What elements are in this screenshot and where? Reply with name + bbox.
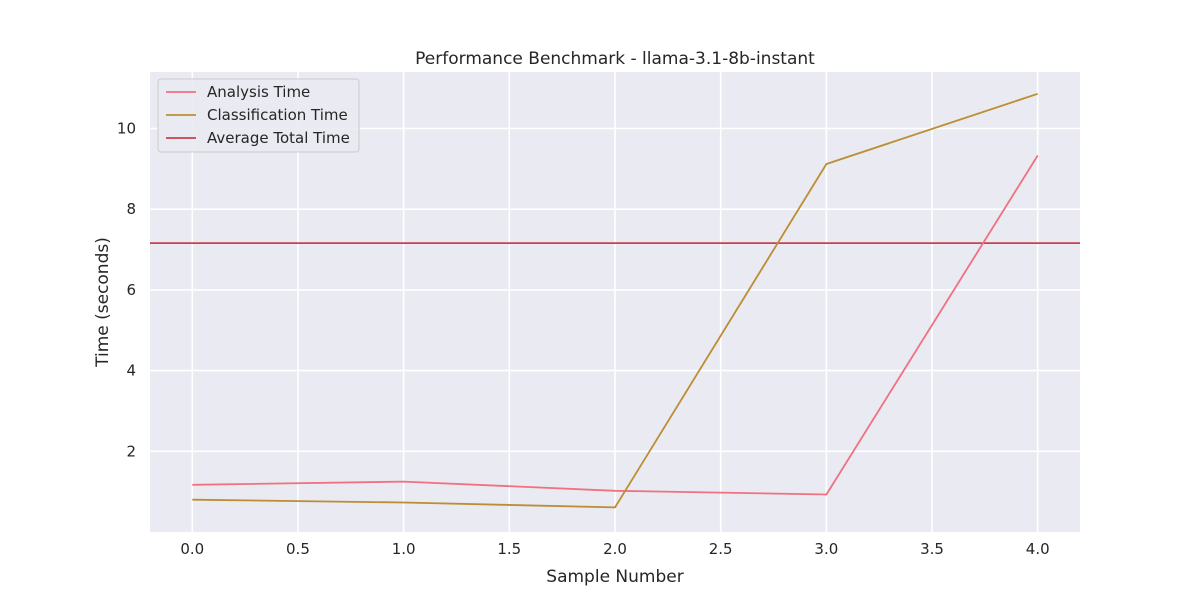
x-tick-label: 1.5 — [497, 540, 521, 558]
legend-label: Analysis Time — [207, 83, 310, 101]
y-tick-label: 4 — [126, 362, 136, 380]
series-line-analysis-time — [192, 155, 1039, 496]
x-tick-label: 3.0 — [814, 540, 838, 558]
grid — [150, 72, 1080, 532]
x-tick-label: 1.0 — [392, 540, 416, 558]
x-tick-label: 3.5 — [920, 540, 944, 558]
chart-title: Performance Benchmark - llama-3.1-8b-ins… — [415, 49, 815, 69]
x-tick-label: 0.5 — [286, 540, 310, 558]
x-tick-label: 2.5 — [709, 540, 733, 558]
x-axis-label: Sample Number — [546, 567, 683, 587]
legend-label: Average Total Time — [207, 129, 350, 147]
y-tick-label: 2 — [126, 442, 136, 460]
legend: Analysis Time Classification Time Average … — [157, 78, 360, 153]
legend-label: Classification Time — [207, 106, 348, 124]
y-tick-label: 10 — [117, 119, 136, 137]
x-tick-labels: 0.0 0.5 1.0 1.5 2.0 2.5 3.0 3.5 4.0 — [180, 540, 1049, 558]
x-tick-label: 4.0 — [1026, 540, 1050, 558]
x-tick-label: 0.0 — [180, 540, 204, 558]
y-tick-label: 8 — [126, 200, 136, 218]
y-axis-label: Time (seconds) — [93, 237, 113, 368]
series-line-classification-time — [192, 92, 1038, 509]
legend-box — [157, 78, 360, 153]
x-tick-label: 2.0 — [603, 540, 627, 558]
y-tick-label: 6 — [126, 281, 136, 299]
y-tick-labels: 2 4 6 8 10 — [117, 119, 136, 460]
series-layer — [150, 92, 1080, 509]
